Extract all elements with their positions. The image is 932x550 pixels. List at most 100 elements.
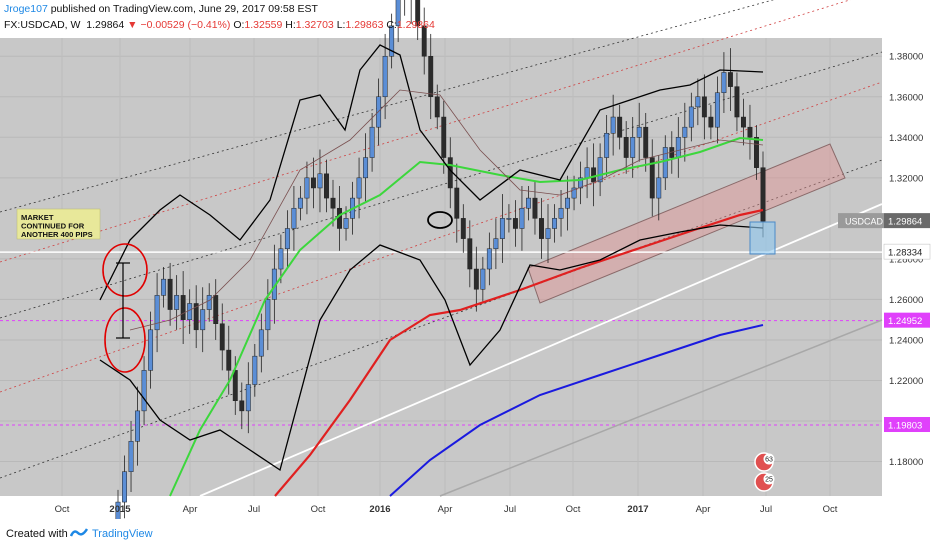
candle-body[interactable]	[356, 177, 362, 199]
candle-body[interactable]	[643, 126, 649, 158]
candle-body[interactable]	[245, 384, 251, 412]
author-link[interactable]: Jroge107	[4, 3, 48, 15]
candle-body[interactable]	[278, 248, 284, 270]
candle-body[interactable]	[623, 137, 629, 158]
candle-body[interactable]	[382, 55, 388, 98]
price-axis[interactable]: 1.180001.200001.220001.240001.260001.280…	[838, 52, 931, 468]
candle-body[interactable]	[512, 218, 518, 229]
candle-body[interactable]	[330, 197, 336, 209]
candle-body[interactable]	[252, 355, 258, 385]
candle-body[interactable]	[636, 126, 642, 138]
candle-body[interactable]	[473, 268, 479, 290]
candle-body[interactable]	[558, 207, 564, 219]
candle-body[interactable]	[721, 72, 727, 93]
candle-body[interactable]	[454, 187, 460, 219]
tradingview-logo-icon[interactable]	[70, 527, 88, 539]
candle-body[interactable]	[161, 278, 167, 296]
candle-body[interactable]	[591, 167, 597, 183]
candle-body[interactable]	[376, 96, 382, 128]
candle-body[interactable]	[421, 25, 427, 57]
candle-body[interactable]	[226, 349, 232, 371]
candle-body[interactable]	[363, 157, 369, 179]
candle-body[interactable]	[682, 126, 688, 138]
candle-body[interactable]	[415, 0, 421, 27]
candle-body[interactable]	[174, 295, 180, 310]
candle-body[interactable]	[219, 323, 225, 351]
candle-body[interactable]	[297, 197, 303, 209]
candle-body[interactable]	[480, 268, 486, 290]
candle-body[interactable]	[584, 167, 590, 179]
candle-body[interactable]	[701, 96, 707, 118]
candle-body[interactable]	[187, 303, 193, 320]
marker-circle[interactable]	[427, 211, 453, 229]
candle-body[interactable]	[324, 173, 329, 199]
candle-body[interactable]	[578, 177, 584, 189]
candle-body[interactable]	[167, 278, 173, 310]
candle-body[interactable]	[760, 167, 766, 222]
candle-body[interactable]	[369, 126, 375, 158]
candle-body[interactable]	[122, 471, 127, 503]
candle-body[interactable]	[617, 116, 623, 138]
time-axis[interactable]: Oct 2015 Apr Jul Oct 2016 Apr Jul Oct 2017 Apr Jul O…	[55, 504, 838, 515]
candle-body[interactable]	[545, 228, 551, 239]
candle-body[interactable]	[311, 177, 316, 189]
candle-body[interactable]	[656, 177, 662, 199]
candle-body[interactable]	[604, 132, 610, 158]
candle-body[interactable]	[441, 116, 447, 158]
annotation-box[interactable]	[16, 208, 101, 240]
tradingview-brand-link[interactable]: TradingView	[92, 528, 153, 540]
candle-body[interactable]	[649, 157, 655, 199]
candle-body[interactable]	[467, 238, 473, 270]
candle-body[interactable]	[675, 137, 681, 158]
candle-body[interactable]	[141, 370, 147, 412]
candle-body[interactable]	[662, 147, 668, 179]
candle-body[interactable]	[460, 218, 466, 239]
candle-body[interactable]	[343, 218, 349, 229]
candle-body[interactable]	[148, 329, 154, 371]
candle-body[interactable]	[193, 303, 199, 331]
candle-body[interactable]	[630, 137, 636, 158]
candle-body[interactable]	[747, 126, 753, 138]
candle-body[interactable]	[688, 106, 694, 128]
candle-body[interactable]	[526, 197, 531, 209]
candle-body[interactable]	[734, 86, 740, 118]
candle-body[interactable]	[493, 238, 499, 250]
candle-body[interactable]	[727, 72, 733, 87]
projection-box[interactable]	[749, 221, 776, 255]
candle-body[interactable]	[552, 218, 557, 229]
candle-body[interactable]	[539, 218, 544, 239]
candle-body[interactable]	[571, 187, 577, 199]
candle-body[interactable]	[741, 116, 746, 128]
candle-body[interactable]	[239, 400, 245, 412]
candle-body[interactable]	[258, 329, 264, 357]
trendline-grey[interactable]	[439, 319, 883, 497]
candle-body[interactable]	[434, 96, 440, 118]
candle-body[interactable]	[232, 370, 238, 402]
candle-body[interactable]	[695, 96, 701, 108]
candle-body[interactable]	[395, 0, 401, 27]
channel-highlight-box[interactable]	[527, 143, 846, 304]
candle-body[interactable]	[499, 218, 505, 239]
candle-body[interactable]	[128, 441, 134, 472]
symbol-text[interactable]: FX:USDCAD, W	[4, 19, 81, 31]
candle-body[interactable]	[291, 207, 297, 229]
annotation-ellipse-top[interactable]	[102, 243, 148, 297]
candle-body[interactable]	[708, 116, 714, 128]
candle-body[interactable]	[714, 92, 720, 128]
candle-body[interactable]	[213, 295, 219, 324]
candle-body[interactable]	[486, 248, 492, 270]
candle-body[interactable]	[206, 295, 212, 310]
candle-body[interactable]	[565, 197, 570, 209]
candle-body[interactable]	[597, 157, 603, 183]
candle-body[interactable]	[506, 218, 512, 220]
candle-body[interactable]	[610, 116, 616, 134]
candle-body[interactable]	[284, 228, 290, 250]
candle-body[interactable]	[754, 137, 759, 168]
candle-body[interactable]	[135, 410, 140, 442]
candle-body[interactable]	[337, 207, 342, 229]
candle-body[interactable]	[200, 309, 206, 331]
candle-body[interactable]	[447, 157, 453, 189]
annotation-ellipse-bottom[interactable]	[104, 307, 146, 373]
candle-body[interactable]	[317, 173, 323, 189]
candle-body[interactable]	[428, 55, 434, 98]
